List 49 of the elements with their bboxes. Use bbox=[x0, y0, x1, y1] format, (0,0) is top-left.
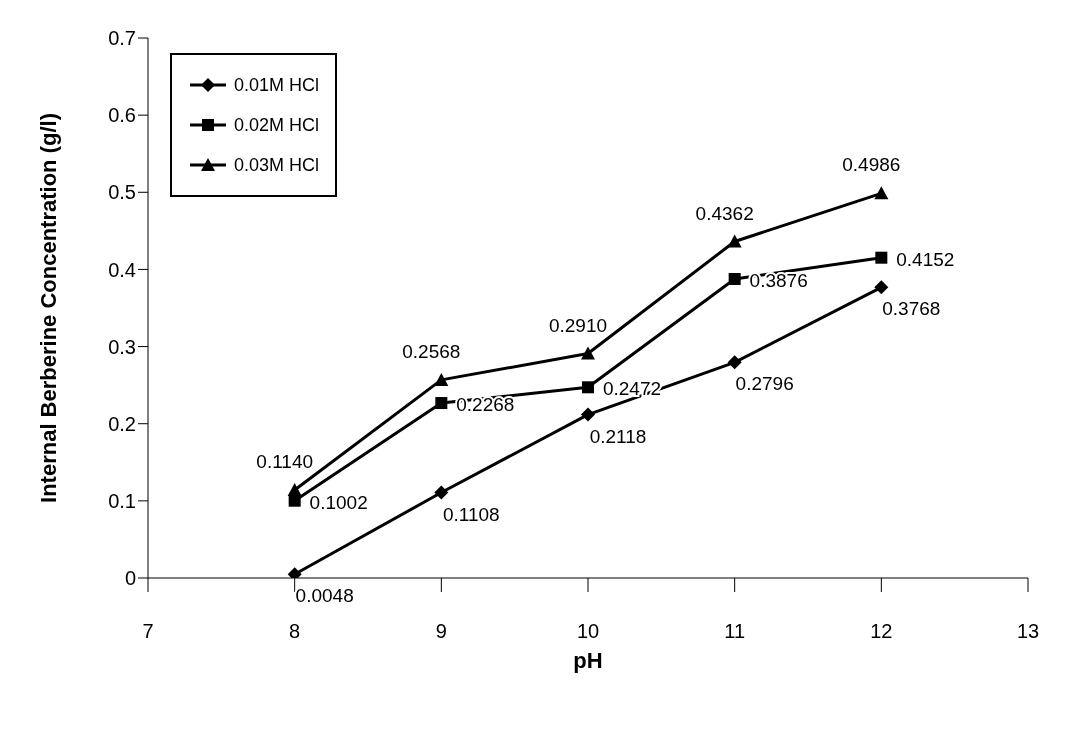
data-label: 0.2910 bbox=[548, 314, 608, 336]
x-tick-label: 13 bbox=[1016, 620, 1040, 643]
point bbox=[874, 186, 889, 200]
data-label: 0.3876 bbox=[749, 269, 808, 291]
point bbox=[582, 381, 594, 394]
point bbox=[728, 272, 741, 285]
point bbox=[287, 483, 302, 497]
point bbox=[288, 494, 301, 507]
y-tick-label: 0.2 bbox=[108, 412, 136, 435]
data-label: 0.2796 bbox=[735, 373, 794, 395]
data-label: 0.2568 bbox=[402, 340, 461, 362]
x-tick-label: 9 bbox=[435, 620, 447, 643]
point bbox=[434, 372, 449, 386]
y-tick-label: 0.1 bbox=[108, 489, 136, 512]
x-tick-label: 10 bbox=[576, 620, 600, 643]
data-label: 0.0048 bbox=[295, 585, 354, 607]
point bbox=[727, 355, 742, 370]
y-tick-label: 0.3 bbox=[108, 335, 136, 358]
x-tick-label: 8 bbox=[289, 620, 301, 643]
data-label: 0.2268 bbox=[456, 394, 515, 416]
x-tick-label: 12 bbox=[870, 620, 893, 643]
data-label: 0.1002 bbox=[309, 491, 368, 513]
data-label: 0.4152 bbox=[896, 248, 955, 270]
data-label: 0.1108 bbox=[442, 503, 500, 525]
point bbox=[874, 280, 889, 295]
data-label: 0.3768 bbox=[882, 298, 941, 320]
point bbox=[727, 234, 742, 248]
y-tick-label: 0.4 bbox=[108, 258, 136, 281]
y-tick-label: 0 bbox=[124, 567, 136, 590]
y-tick-label: 0.5 bbox=[108, 181, 136, 204]
x-tick-label: 11 bbox=[724, 620, 746, 643]
data-label: 0.1140 bbox=[256, 451, 314, 473]
point bbox=[875, 251, 888, 264]
point bbox=[434, 485, 449, 500]
data-label: 0.2118 bbox=[589, 425, 647, 447]
point bbox=[581, 407, 595, 422]
x-tick-label: 7 bbox=[142, 620, 154, 643]
legend-label: 0.02M HCl bbox=[234, 114, 320, 136]
y-axis-title: Internal Berberine Concentration (g/l) bbox=[35, 113, 61, 503]
x-axis-title: pH bbox=[573, 648, 603, 673]
data-label: 0.4986 bbox=[842, 154, 901, 176]
point bbox=[435, 397, 448, 410]
y-tick-label: 0.6 bbox=[108, 104, 136, 127]
legend-label: 0.03M HCl bbox=[234, 154, 320, 176]
data-label: 0.4362 bbox=[695, 202, 754, 224]
data-label: 0.2472 bbox=[602, 378, 662, 400]
y-tick-label: 0.7 bbox=[108, 27, 136, 50]
legend-label: 0.01M HCl bbox=[234, 74, 320, 96]
point bbox=[581, 346, 595, 360]
